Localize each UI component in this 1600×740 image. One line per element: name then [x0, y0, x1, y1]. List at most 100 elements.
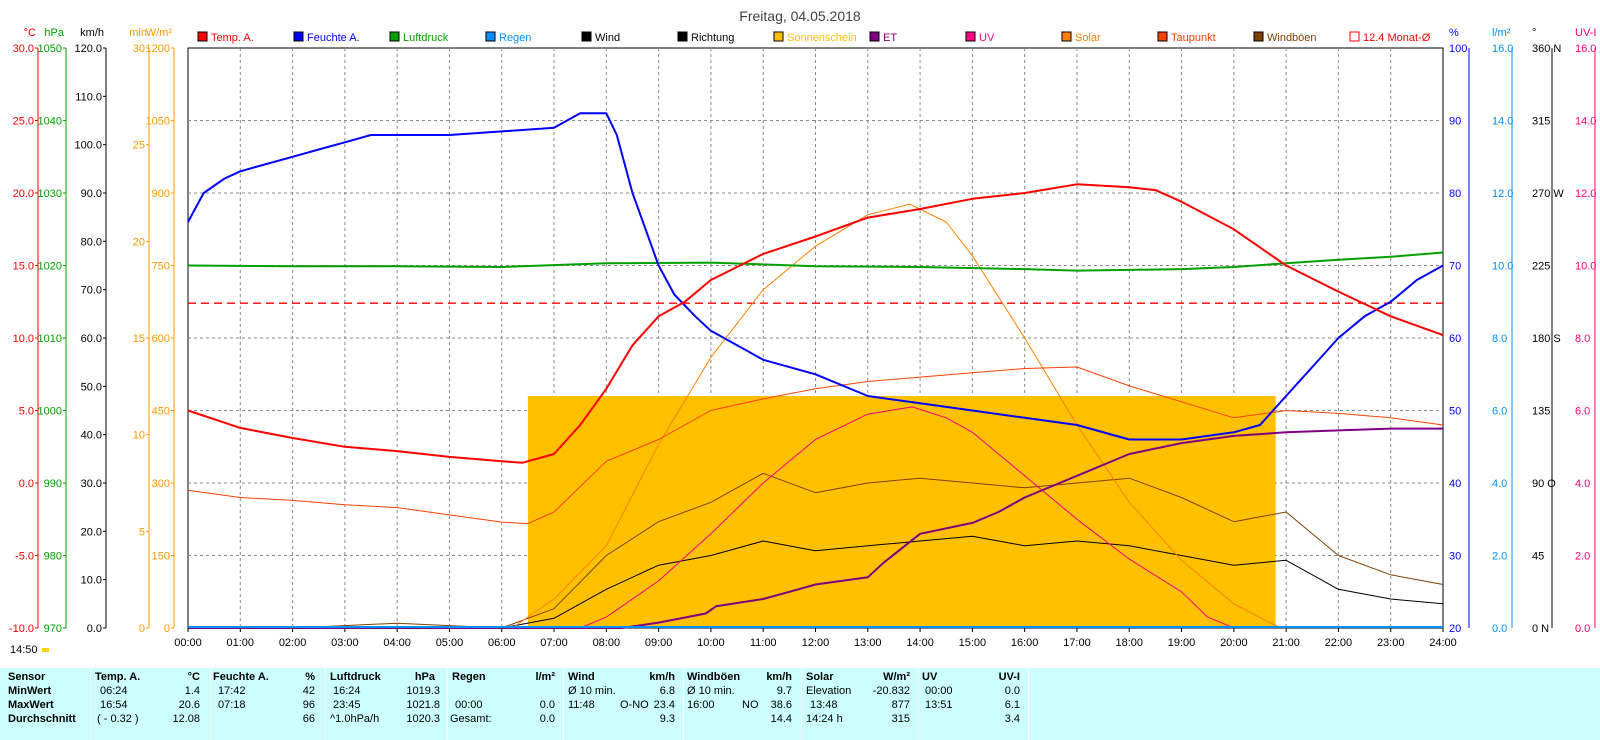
stats-divider: [563, 668, 564, 740]
x-tick-label: 08:00: [593, 637, 621, 649]
x-tick-label: 16:00: [1011, 637, 1039, 649]
x-tick-label: 04:00: [383, 637, 411, 649]
stats-temp-time: ( - 0.32 ): [97, 713, 139, 725]
x-tick-label: 01:00: [227, 637, 255, 649]
left-axis-tick-label: 450: [152, 406, 170, 418]
left-axis-tick-label: -5.0: [15, 551, 34, 563]
stats-header-uv-unit: UV-I: [998, 671, 1020, 683]
legend-label: Solar: [1075, 32, 1101, 44]
legend-label: Taupunkt: [1171, 32, 1216, 44]
stats-header-temp-unit: °C: [187, 671, 200, 683]
left-axis-tick-label: 20.0: [81, 526, 102, 538]
left-axis-unit: min: [129, 27, 147, 39]
legend-label: Luftdruck: [403, 32, 449, 44]
right-axis-tick-label: 60: [1449, 333, 1461, 345]
right-axis-tick-label: 315: [1532, 116, 1550, 128]
right-axis-tick-label: 6.0: [1575, 406, 1590, 418]
x-tick-label: 23:00: [1377, 637, 1405, 649]
right-axis-tick-label: 100: [1449, 43, 1467, 55]
right-axis-unit: °: [1532, 27, 1536, 39]
left-axis-tick-label: 0: [139, 623, 145, 635]
left-axis-tick-label: 110.0: [75, 91, 102, 103]
left-axis-unit: km/h: [80, 27, 104, 39]
left-axis-tick-label: 0.0: [87, 623, 102, 635]
stats-header-temp: Temp. A.: [95, 671, 141, 683]
left-axis-tick-label: 990: [44, 478, 62, 490]
left-axis-tick-label: 100.0: [74, 140, 102, 152]
left-axis-tick-label: 1200: [146, 43, 170, 55]
right-axis-tick-label: 8.0: [1492, 333, 1507, 345]
left-axis-tick-label: 10.0: [13, 333, 34, 345]
legend-swatch: [197, 31, 208, 42]
right-axis-unit: UV-I: [1575, 27, 1596, 39]
right-axis-tick-label: 270 W: [1532, 188, 1564, 200]
left-axis-tick-label: 10: [133, 430, 145, 442]
left-axis-tick-label: 0.0: [19, 478, 34, 490]
left-axis-tick-label: 25.0: [13, 116, 34, 128]
legend-swatch: [1253, 31, 1264, 42]
right-axis-tick-label: 80: [1449, 188, 1461, 200]
left-axis-tick-label: 1000: [38, 406, 62, 418]
stats-uv-value: 0.0: [1004, 685, 1020, 697]
series-line-luftdruck: [187, 251, 1444, 272]
stats-wind-value: 23.4: [653, 699, 675, 711]
right-axis-tick-label: 90: [1449, 116, 1461, 128]
right-axis-tick-label: 180 S: [1532, 333, 1561, 345]
x-tick-label: 21:00: [1272, 637, 1300, 649]
stats-wind-label: Ø 10 min.: [568, 685, 616, 697]
legend-swatch: [965, 31, 976, 42]
left-axis-tick-label: 60.0: [81, 333, 102, 345]
left-axis-tick-label: 1030: [38, 188, 62, 200]
legend-label: Wind: [595, 32, 620, 44]
x-tick-label: 15:00: [959, 637, 987, 649]
stats-feuchte-value: 42: [302, 685, 315, 697]
right-axis-tick-label: 16.0: [1575, 43, 1596, 55]
left-axis-tick-label: 70.0: [81, 285, 102, 297]
left-axis-tick-label: 120.0: [74, 43, 102, 55]
legend-label: 12.4 Monat-Ø: [1363, 32, 1431, 44]
series-line-temp-a-: [187, 183, 1444, 464]
stats-wind-value: 9.3: [659, 713, 675, 725]
x-tick-label: 05:00: [436, 637, 464, 649]
legend-label: Feuchte A.: [307, 32, 360, 44]
right-axis-unit: %: [1449, 27, 1459, 39]
stats-row-label: Durchschnitt: [8, 713, 76, 725]
right-axis-tick-label: 2.0: [1492, 551, 1507, 563]
legend-label: Regen: [499, 32, 531, 44]
stats-header-boen-unit: km/h: [766, 671, 792, 683]
x-tick-label: 14:00: [906, 637, 934, 649]
stats-divider: [90, 668, 91, 740]
right-axis-tick-label: 70: [1449, 261, 1461, 273]
stats-wind-value: 6.8: [659, 685, 675, 697]
stats-solar-label: Elevation: [806, 685, 852, 697]
stats-solar-value: 315: [891, 713, 910, 725]
left-axis-tick-label: 10.0: [81, 575, 102, 587]
left-axis-tick-label: 50.0: [81, 381, 102, 393]
right-axis-tick-label: 20: [1449, 623, 1461, 635]
right-axis-tick-label: 12.0: [1492, 188, 1513, 200]
stats-header-regen-unit: l/m²: [535, 671, 555, 683]
plot-area: [187, 112, 1444, 629]
left-axis-tick-label: 90.0: [81, 188, 102, 200]
right-axis-unit: l/m²: [1492, 27, 1511, 39]
left-axis-tick-label: 5: [139, 526, 145, 538]
stats-divider: [447, 668, 448, 740]
stats-divider: [683, 668, 684, 740]
stats-feuchte-time: 17:42: [218, 685, 246, 697]
stats-boen-label: 16:00: [687, 699, 715, 711]
stats-regen-value: 0.0: [539, 713, 555, 725]
left-axis-tick-label: 980: [44, 551, 62, 563]
stats-temp-value: 20.6: [178, 699, 200, 711]
stats-luft-value: 1019.3: [406, 685, 440, 697]
x-tick-label: 19:00: [1168, 637, 1196, 649]
left-axis-unit: W/m²: [146, 27, 173, 39]
stats-header-boen: Windböen: [687, 671, 741, 683]
right-axis-tick-label: 40: [1449, 478, 1461, 490]
left-axis-tick-label: 1020: [38, 261, 62, 273]
left-axis-tick-label: 20.0: [13, 188, 34, 200]
left-axis-tick-label: 30.0: [81, 478, 102, 490]
right-axis-tick-label: 2.0: [1575, 551, 1590, 563]
x-tick-label: 06:00: [488, 637, 516, 649]
stats-header-feuchte-unit: %: [305, 671, 315, 683]
x-tick-label: 20:00: [1220, 637, 1248, 649]
